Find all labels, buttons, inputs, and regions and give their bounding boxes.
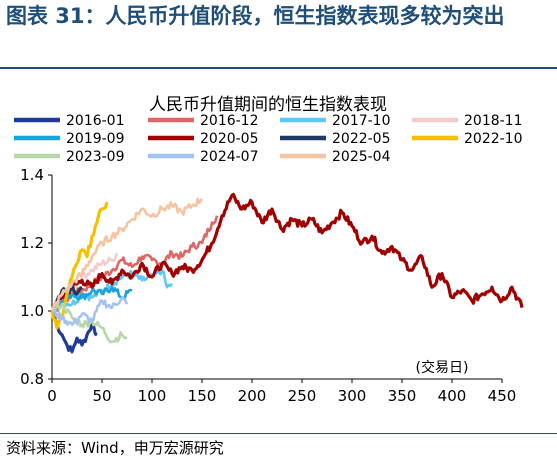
x-axis-title: (交易日): [416, 359, 469, 376]
x-tick-label: 150: [188, 387, 217, 405]
x-tick-label: 250: [288, 387, 317, 405]
title-rule: [0, 67, 557, 69]
source-note: 资料来源：Wind，申万宏源研究: [6, 439, 224, 457]
series-line-2016-01: [50, 310, 98, 354]
series-group: [50, 192, 524, 354]
legend-label: 2016-01: [66, 113, 125, 129]
y-tick-label: 1.2: [20, 234, 44, 252]
legend-label: 2017-10: [332, 113, 391, 129]
legend-label: 2018-11: [464, 113, 523, 129]
x-tick-label: 400: [438, 387, 467, 405]
x-tick-label: 50: [92, 387, 111, 405]
legend: 2016-01 2016-12 2017-10 2018-11 2019-09 2020-…: [14, 113, 523, 165]
x-tick-label: 0: [47, 387, 57, 405]
x-tick-label: 350: [388, 387, 417, 405]
legend-label: 2016-12: [200, 113, 259, 129]
y-tick-label: 1.0: [20, 302, 44, 320]
axes: 0 50 100 150 200 250 300 350 400 450 0.8 1.0 1.2 1.4: [20, 166, 516, 405]
legend-label: 2020-05: [200, 131, 259, 147]
chart-title: 人民币升值期间的恒生指数表现: [149, 95, 387, 115]
legend-label: 2025-04: [332, 149, 391, 165]
legend-label: 2022-10: [464, 131, 523, 147]
series-line-2023-09: [50, 302, 128, 344]
legend-label: 2019-09: [66, 131, 125, 147]
series-line-2017-10: [50, 268, 173, 312]
x-tick-label: 100: [138, 387, 167, 405]
y-tick-label: 0.8: [20, 370, 44, 388]
figure-title: 图表 31：人民币升值阶段，恒生指数表现多较为突出: [6, 4, 505, 28]
x-tick-label: 450: [488, 387, 517, 405]
x-tick-label: 300: [338, 387, 367, 405]
legend-label: 2022-05: [332, 131, 391, 147]
series-line-2025-04: [50, 197, 204, 312]
series-line-2020-05: [51, 192, 524, 313]
series-line-2024-07: [51, 296, 129, 326]
legend-label: 2024-07: [200, 149, 259, 165]
x-tick-label: 200: [238, 387, 267, 405]
source-rule: [0, 433, 557, 434]
legend-label: 2023-09: [66, 149, 125, 165]
y-tick-label: 1.4: [20, 166, 44, 184]
